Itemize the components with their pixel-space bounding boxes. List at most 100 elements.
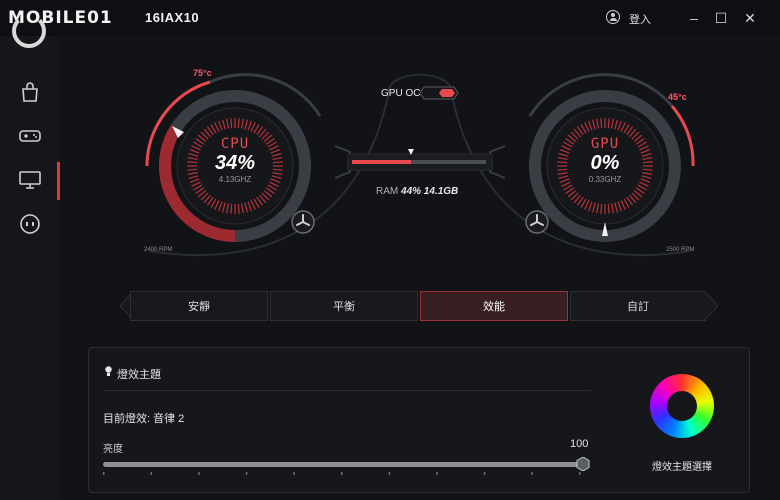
dial-tick <box>637 141 647 148</box>
dial-tick <box>226 203 229 214</box>
performance-gauges <box>145 73 695 257</box>
dial-tick <box>623 198 630 208</box>
dial-tick <box>270 178 281 183</box>
dial-tick <box>641 152 652 157</box>
cpu-usage: 34% <box>214 152 256 174</box>
ram-value: 44% 14.1GB <box>401 186 459 197</box>
dial-tick <box>272 157 283 160</box>
mode-performance-button[interactable]: 效能 <box>420 291 568 321</box>
dial-tick <box>633 134 643 143</box>
bulb-icon <box>105 366 112 376</box>
dial-tick <box>557 157 568 160</box>
dial-tick <box>639 145 649 151</box>
sidebar-item-display[interactable] <box>0 160 60 200</box>
sidebar <box>0 36 60 500</box>
dial-tick <box>588 201 593 212</box>
dial-tick <box>272 161 283 164</box>
monitor-icon <box>19 171 41 189</box>
dial-tick <box>639 181 649 187</box>
dial-tick <box>241 118 244 129</box>
dial-tick <box>642 161 653 164</box>
slider-tick <box>198 472 200 475</box>
gpu-needle <box>602 222 608 236</box>
dial-tick <box>188 175 199 180</box>
dial-tick <box>558 152 569 157</box>
dial-tick <box>195 137 205 145</box>
slider-tick <box>579 472 581 475</box>
brightness-slider[interactable] <box>103 462 583 467</box>
dial-tick <box>611 118 614 129</box>
dial-tick <box>265 137 275 145</box>
dial-tick <box>189 178 200 183</box>
gpu-clock: 0.33GHZ <box>588 175 622 184</box>
dial-tick <box>596 203 599 214</box>
dial-tick <box>265 187 275 195</box>
dial-tick <box>558 175 569 180</box>
lighting-title: 燈效主題 <box>117 369 161 381</box>
title-bar: MOBILE01 16IAX10 登入 – ☐ ✕ <box>0 0 780 36</box>
dial-tick <box>187 168 198 171</box>
gpu-readout: GPU 0% 0.33GHZ <box>565 136 645 184</box>
dial-tick <box>617 201 622 212</box>
dial-tick <box>221 119 226 130</box>
brightness-value: 100 <box>570 438 589 450</box>
user-icon[interactable] <box>606 10 620 24</box>
cpu-clock: 4.13GHZ <box>218 175 252 184</box>
dial-tick <box>570 131 579 140</box>
ram-marker <box>407 149 414 155</box>
close-icon[interactable]: ✕ <box>744 10 756 26</box>
current-effect: 目前燈效: 音律 2 <box>103 413 185 425</box>
dial-tick <box>267 184 277 191</box>
sidebar-item-device[interactable] <box>0 204 60 244</box>
dial-tick <box>591 119 596 130</box>
device-model: 16IAX10 <box>145 10 200 25</box>
dial-tick <box>253 124 260 134</box>
dial-tick <box>631 192 640 201</box>
ram-fill <box>352 160 411 164</box>
dial-tick <box>221 202 226 213</box>
dial-tick <box>195 187 205 195</box>
cpu-fan-icon[interactable] <box>291 210 315 234</box>
login-button[interactable]: 登入 <box>629 14 651 26</box>
sidebar-item-store[interactable] <box>0 72 60 112</box>
slider-tick <box>436 472 438 475</box>
color-wheel-icon[interactable] <box>650 374 714 438</box>
dial-tick <box>267 141 277 148</box>
gpu-oc-toggle[interactable] <box>420 85 460 101</box>
dial-tick <box>197 134 207 143</box>
dial-tick <box>557 172 568 175</box>
dial-tick <box>206 196 214 206</box>
minimize-icon[interactable]: – <box>690 10 698 26</box>
mode-balanced-button[interactable]: 平衡 <box>270 291 418 321</box>
dial-tick <box>559 178 570 183</box>
dial-tick <box>576 126 584 136</box>
dial-tick <box>591 202 596 213</box>
sidebar-item-gaming[interactable] <box>0 116 60 156</box>
mode-quiet-button[interactable]: 安靜 <box>130 291 268 321</box>
dial-tick <box>256 196 264 206</box>
dial-tick <box>263 134 273 143</box>
dial-tick <box>261 131 270 140</box>
dial-tick <box>565 187 575 195</box>
gpu-oc-label: GPU OC <box>381 88 421 99</box>
dial-tick <box>253 198 260 208</box>
dial-tick <box>237 203 240 214</box>
mode-custom-button[interactable]: 自訂 <box>570 291 706 321</box>
dial-tick <box>600 118 603 129</box>
dial-tick <box>614 119 619 130</box>
dial-tick <box>576 196 584 206</box>
logo-icon <box>12 14 46 48</box>
dial-tick <box>191 181 201 187</box>
dial-tick <box>272 172 283 175</box>
dial-tick <box>580 124 587 134</box>
divider <box>103 390 591 391</box>
dial-tick <box>567 189 577 198</box>
maximize-icon[interactable]: ☐ <box>714 10 728 26</box>
performance-mode-selector: 安靜 平衡 效能 自訂 <box>120 291 718 321</box>
gpu-fan-icon[interactable] <box>525 210 549 234</box>
theme-select-button[interactable]: 燈效主題選擇 <box>652 462 712 473</box>
brightness-slider-thumb[interactable] <box>576 457 590 471</box>
dial-tick <box>237 118 240 129</box>
dial-tick <box>244 119 249 130</box>
dial-tick <box>642 157 653 160</box>
